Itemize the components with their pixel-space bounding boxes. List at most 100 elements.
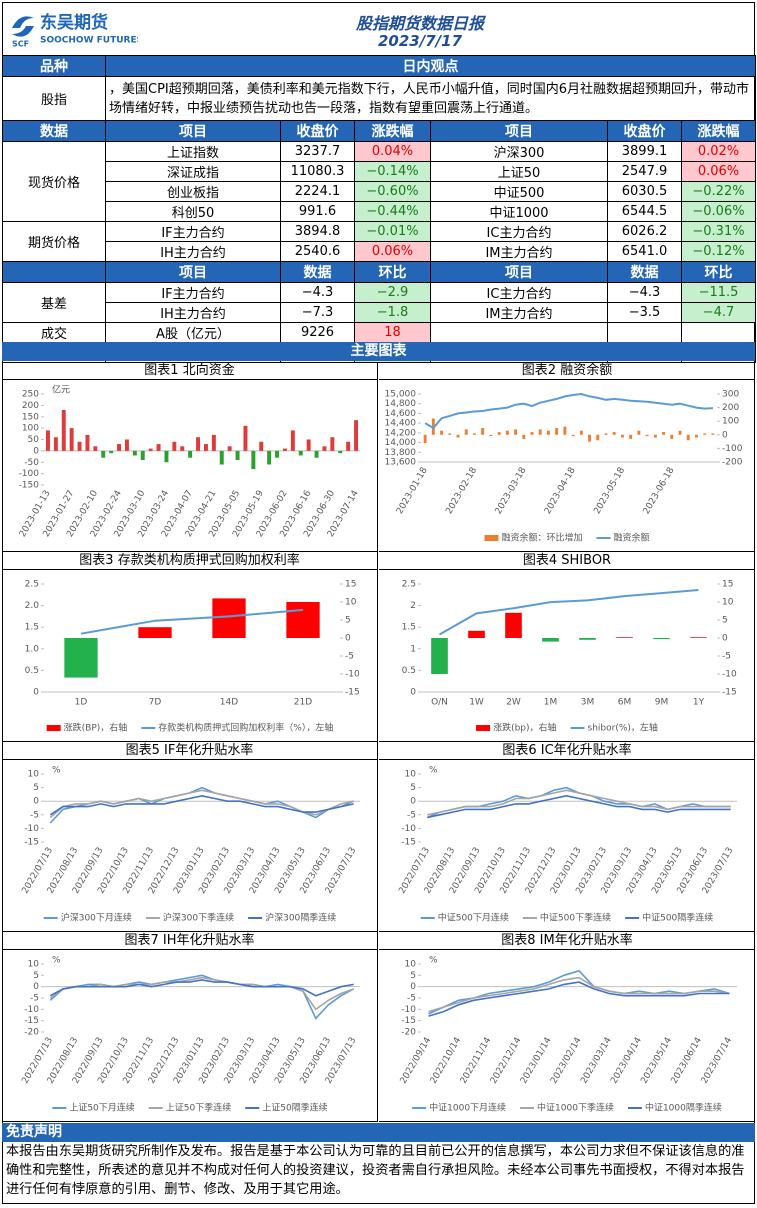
header-cell: 项目 [430, 261, 608, 283]
bar [505, 430, 509, 435]
logo-swirl [12, 16, 34, 28]
x-tick-label: 21D [294, 698, 312, 708]
y-tick-label: 14,400 [385, 419, 417, 429]
header-cell: 项目 [105, 261, 281, 283]
bar [259, 441, 264, 451]
chart-panel: 图表3 存款类机构质押式回购加权利率 0 0.5 1.0 1.5 2.0 2.5 -15 -10… [2, 552, 378, 742]
bar [571, 434, 575, 437]
bar [637, 430, 641, 435]
legend-label: 沪深300隔季连续 [265, 912, 336, 924]
value-cell: IF主力合约 [105, 282, 281, 303]
header-cell: 品种 [2, 55, 106, 77]
chart-title: 图表7 IH年化升贴水率 [2, 932, 377, 950]
change-cell: −0.01% [354, 221, 431, 242]
bar [93, 446, 98, 451]
bar [180, 446, 185, 451]
logo-mark: SCF [12, 40, 29, 49]
bar [138, 627, 172, 638]
value-cell: 科创50 [105, 201, 281, 222]
chart-panel: 图表8 IM年化升贴水率 -20 -15 -10 -5 0 5 10% 2022/09/14 20… [379, 932, 755, 1122]
value-cell: 991.6 [280, 201, 355, 222]
bar [227, 446, 232, 451]
y-tick-label: -200 [722, 458, 743, 468]
chart-title: 图表4 SHIBOR [379, 552, 755, 570]
y-tick-label: -15 [722, 688, 737, 698]
logo-en: SOOCHOW FUTURES [40, 36, 138, 46]
bar [711, 433, 715, 435]
x-tick-label: 2W [506, 698, 521, 708]
table-row: 期货价格 IF主力合约 3894.8 −0.01% IC主力合约 6026.2 −0.31% [2, 221, 756, 262]
header-cell: 数据 [2, 120, 106, 142]
row-label: 基差 [2, 282, 106, 323]
legend-label: 融资余额 [614, 532, 650, 544]
x-tick-label: 1M [544, 698, 558, 708]
bar [629, 434, 633, 439]
bar [354, 420, 359, 451]
bar [140, 450, 145, 460]
y-tick-label: -5 [407, 994, 416, 1004]
change-cell: 0.04% [354, 141, 431, 162]
y-tick-label: -100 [722, 444, 743, 454]
bar [290, 430, 295, 451]
y-unit: % [52, 766, 61, 776]
table-row: 创业板指 2224.1 −0.60% 中证500 6030.5 −0.22% [3, 181, 756, 202]
y-tick-label: 10 [345, 598, 357, 608]
y-tick-label: 15,000 [385, 390, 417, 400]
bar [481, 428, 485, 435]
bar [338, 450, 343, 454]
row-label: 期货价格 [2, 221, 106, 262]
bar [695, 434, 698, 438]
bar [346, 441, 351, 451]
value-cell: −7.3 [280, 302, 355, 323]
x-tick-label: 1D [75, 698, 88, 708]
bar [468, 630, 485, 638]
section-bar: 主要图表 [2, 342, 755, 361]
legend-label: 中证1000下月连续 [429, 1102, 506, 1114]
value-cell: 上证指数 [105, 141, 281, 162]
y-tick-label: 1.5 [25, 623, 39, 633]
y-tick-label: 100 [22, 424, 39, 434]
header-cell: 涨跌幅 [354, 120, 431, 142]
change-cell: 0.02% [681, 141, 756, 162]
y-tick-label: -100 [19, 469, 40, 479]
legend: 涨跌(BP)，右轴 存款类机构质押式回购加权利率（%），左轴 [46, 722, 333, 734]
line [427, 789, 731, 816]
row-label: 成交 [2, 322, 106, 343]
change-cell: −0.44% [354, 201, 431, 222]
value-cell: A股（亿元） [105, 322, 281, 343]
bar [555, 428, 559, 435]
bar [211, 434, 216, 451]
bar [505, 612, 522, 638]
bar [212, 598, 246, 638]
y-unit: 亿元 [52, 384, 70, 396]
bar [431, 638, 448, 674]
x-tick-label: 2022/10/14 [429, 1036, 464, 1086]
y-tick-label: 15 [722, 580, 733, 590]
data-table: 品种 日内观点 股指 ，美国CPI超预期回落，美债利率和美元指数下行，人民币小幅升值，… [2, 55, 756, 363]
bar [612, 432, 616, 435]
legend-swatch [484, 535, 499, 541]
line [80, 608, 304, 635]
line [49, 789, 354, 819]
y-tick-label: 13,600 [385, 458, 417, 468]
x-tick-label: 2022/11/14 [459, 1036, 494, 1086]
change-cell: 0.06% [681, 161, 756, 182]
value-cell: 2540.6 [280, 241, 355, 262]
header-cell: 收盘价 [607, 120, 682, 142]
legend-label: 中证500隔季连续 [642, 912, 713, 924]
line [428, 976, 730, 1013]
change-cell: −11.5 [681, 282, 756, 303]
y-tick-label: -15 [24, 838, 39, 848]
logo-swirl [12, 26, 34, 37]
bar [456, 434, 460, 438]
logo-name: 东吴期货 [40, 12, 108, 33]
line [428, 981, 730, 1017]
bar [588, 434, 591, 442]
value-cell: IH主力合约 [105, 302, 281, 323]
y-tick-label: -10 [24, 1005, 39, 1015]
bar [497, 432, 501, 435]
bar [423, 434, 427, 443]
legend-label: 中证1000隔季连续 [645, 1102, 722, 1114]
line [439, 589, 699, 636]
